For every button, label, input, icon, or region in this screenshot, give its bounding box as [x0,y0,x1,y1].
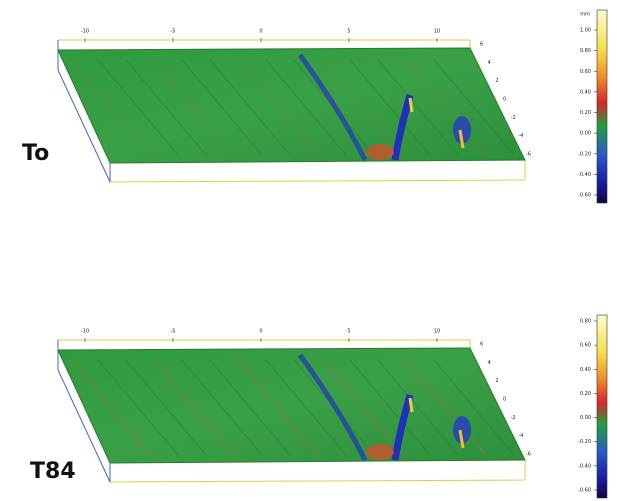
y-tick-label: 6 [480,42,483,48]
colorbar [597,10,607,203]
x-tick-label: 5 [347,29,350,35]
colorbar-tick-label: -0.20 [578,439,591,445]
surface-feature [410,398,412,412]
colorbar-tick-label: 0.80 [580,48,591,54]
y-tick-label: 2 [495,378,498,384]
slab-side [110,160,525,182]
colorbar-tick-label: 0.60 [580,343,591,349]
x-tick-label: 5 [347,329,350,335]
x-tick-label: -5 [171,29,176,35]
colorbar-tick-label: -0.40 [578,463,591,469]
colorbar-tick-label: -0.20 [578,151,591,157]
colorbar-tick-label: -0.60 [578,488,591,494]
x-tick-label: -5 [171,329,176,335]
colorbar-unit: mm [580,12,590,18]
surface [58,348,525,463]
surface-feature [366,444,394,460]
colorbar [597,315,607,498]
y-tick-label: -4 [518,433,523,439]
colorbar-tick-label: 1.00 [580,28,591,34]
x-tick-label: 0 [259,329,262,335]
surface [58,48,525,163]
x-tick-label: 0 [259,29,262,35]
panel-label: T84 [30,459,76,484]
y-tick-label: -2 [511,415,516,421]
x-tick-label: 10 [434,329,440,335]
colorbar-tick-label: 0.60 [580,69,591,75]
colorbar-tick-label: -0.60 [578,193,591,199]
y-tick-label: -6 [526,152,531,158]
panel-label: To [22,141,49,166]
y-tick-label: -6 [526,452,531,458]
slab-side [110,460,525,482]
colorbar-tick-label: 0.80 [580,319,591,325]
figure: -10 -5 0 5 10 6 4 2 0 -2 -4 -6 To mm 1.00 0.80 0.60 0.40 0… [0,0,620,501]
y-tick-label: 0 [503,397,506,403]
colorbar-tick-label: -0.40 [578,172,591,178]
surface-panel: -10 -5 0 5 10 6 4 2 0 -2 -4 -6 T84 0.80 0.60 0.40 0.20 0.… [30,315,607,498]
y-tick-label: 4 [488,360,491,366]
x-tick-label: -10 [81,29,89,35]
colorbar-tick-label: 0.40 [580,367,591,373]
x-tick-label: 10 [434,29,440,35]
surface-feature [410,98,412,112]
colorbar-tick-label: 0.00 [580,415,591,421]
colorbar-tick-label: 0.00 [580,131,591,137]
x-tick-label: -10 [81,329,89,335]
y-tick-label: 0 [503,97,506,103]
y-tick-label: 2 [495,78,498,84]
y-tick-label: -2 [511,115,516,121]
surface-feature [366,144,394,160]
y-tick-label: -4 [518,133,523,139]
colorbar-tick-label: 0.20 [580,391,591,397]
surface-panel: -10 -5 0 5 10 6 4 2 0 -2 -4 -6 To mm 1.00 0.80 0.60 0.40 0… [22,10,607,203]
colorbar-tick-label: 0.40 [580,89,591,95]
colorbar-tick-label: 0.20 [580,110,591,116]
y-tick-label: 4 [488,60,491,66]
y-tick-label: 6 [480,342,483,348]
